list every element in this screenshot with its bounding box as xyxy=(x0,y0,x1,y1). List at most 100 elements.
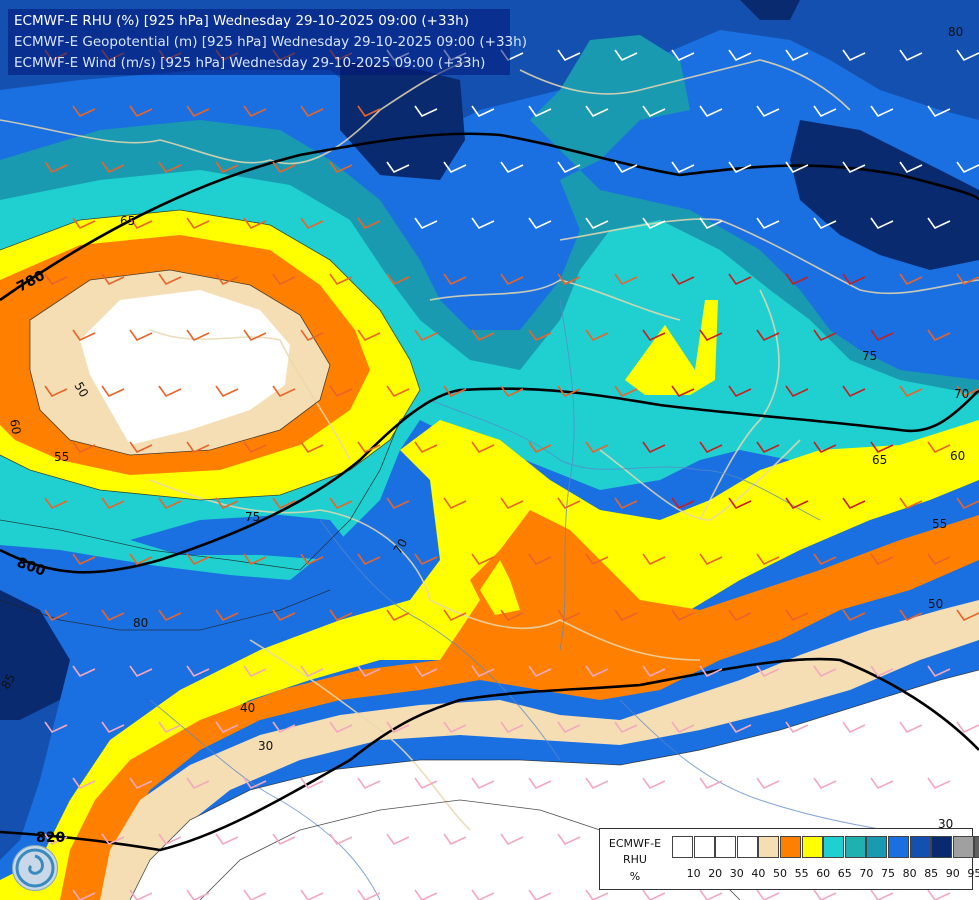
wind-barb xyxy=(386,161,410,174)
wind-barb xyxy=(956,385,979,398)
rhu-legend: ECMWF-E RHU % 10 20 30 40 50 55 60 65 70 75 80 85 90… xyxy=(599,828,979,890)
wind-barb xyxy=(870,441,894,454)
ecmwf-logo-icon xyxy=(12,845,58,891)
wind-barb xyxy=(272,497,296,510)
wind-barb xyxy=(728,497,752,510)
wind-barb xyxy=(443,273,467,286)
geopotential-label-820: 820 xyxy=(36,830,65,846)
wind-barb xyxy=(813,889,837,900)
wind-barb xyxy=(813,329,837,342)
wind-barb xyxy=(728,385,752,398)
wind-barb xyxy=(329,161,353,174)
wind-barb xyxy=(329,833,353,846)
wind-barb xyxy=(357,777,381,790)
wind-barb xyxy=(642,441,666,454)
rhu-label: 60 xyxy=(7,418,23,435)
rhu-90-ne xyxy=(790,120,979,270)
wind-barb xyxy=(443,833,467,846)
wind-barb xyxy=(614,385,638,398)
wind-barb xyxy=(129,105,153,118)
wind-barb xyxy=(471,105,495,118)
title-box xyxy=(8,9,510,75)
wind-barb xyxy=(642,329,666,342)
wind-barb xyxy=(215,161,239,174)
wind-barb xyxy=(329,609,353,622)
rhu-label: 50 xyxy=(928,597,943,611)
wind-barb xyxy=(842,273,866,286)
legend-swatch xyxy=(844,836,866,858)
legend-tick-label: 80 xyxy=(902,867,917,880)
wind-barb xyxy=(557,161,581,174)
wind-barb xyxy=(813,777,837,790)
wind-barb xyxy=(272,385,296,398)
wind-barb xyxy=(528,777,552,790)
wind-barb xyxy=(186,329,210,342)
legend-swatch xyxy=(801,836,823,858)
wind-barb xyxy=(728,161,752,174)
wind-barb xyxy=(557,833,581,846)
legend-tick-label: 75 xyxy=(881,867,895,880)
wind-barb xyxy=(414,217,438,230)
legend-swatch xyxy=(672,836,693,858)
wind-barb xyxy=(158,161,182,174)
wind-barb xyxy=(785,385,809,398)
wind-barb xyxy=(956,49,979,62)
wind-barb xyxy=(414,665,438,678)
rhu-label: 55 xyxy=(54,450,69,464)
wind-barb xyxy=(243,553,267,566)
legend-swatch xyxy=(952,836,974,858)
wind-barb xyxy=(671,385,695,398)
rhu-label: 65 xyxy=(872,453,887,467)
wind-barb xyxy=(728,49,752,62)
wind-barb xyxy=(272,609,296,622)
wind-barb xyxy=(927,777,951,790)
wind-barb xyxy=(557,497,581,510)
wind-barb xyxy=(728,273,752,286)
wind-barb xyxy=(414,889,438,900)
wind-barb xyxy=(357,889,381,900)
legend-tick-label: 55 xyxy=(794,867,809,880)
wind-barb xyxy=(614,609,638,622)
wind-barb xyxy=(300,105,324,118)
wind-barb xyxy=(528,553,552,566)
wind-barb xyxy=(756,329,780,342)
wind-barb xyxy=(699,105,723,118)
rhu-label: 55 xyxy=(932,517,947,531)
wind-barb xyxy=(243,217,267,230)
wind-barb xyxy=(785,49,809,62)
wind-barb xyxy=(158,273,182,286)
wind-barb xyxy=(642,777,666,790)
wind-barb xyxy=(129,441,153,454)
wind-barb xyxy=(585,665,609,678)
wind-barb xyxy=(158,833,182,846)
wind-barb xyxy=(671,721,695,734)
wind-barb xyxy=(272,833,296,846)
rhu-label: 80 xyxy=(133,616,148,630)
wind-barb xyxy=(300,777,324,790)
wind-barb xyxy=(500,273,524,286)
wind-barb xyxy=(443,721,467,734)
wind-barb xyxy=(671,161,695,174)
wind-barb xyxy=(471,665,495,678)
wind-barb xyxy=(471,777,495,790)
wind-barb xyxy=(129,665,153,678)
rhu-65-inner xyxy=(480,560,520,615)
wind-barb xyxy=(101,833,125,846)
wind-barb xyxy=(243,665,267,678)
wind-barb xyxy=(500,609,524,622)
rhu-60-central xyxy=(470,515,640,660)
wind-barb xyxy=(899,609,923,622)
wind-barb xyxy=(44,385,68,398)
wind-barb xyxy=(443,385,467,398)
wind-barb xyxy=(329,385,353,398)
wind-barb xyxy=(528,329,552,342)
wind-barb xyxy=(956,161,979,174)
wind-barb xyxy=(642,553,666,566)
legend-tick-label: 90 xyxy=(945,867,960,880)
wind-barb xyxy=(386,273,410,286)
legend-swatch xyxy=(888,836,909,858)
wind-barb xyxy=(329,721,353,734)
wind-barb xyxy=(243,329,267,342)
wind-barb xyxy=(471,329,495,342)
